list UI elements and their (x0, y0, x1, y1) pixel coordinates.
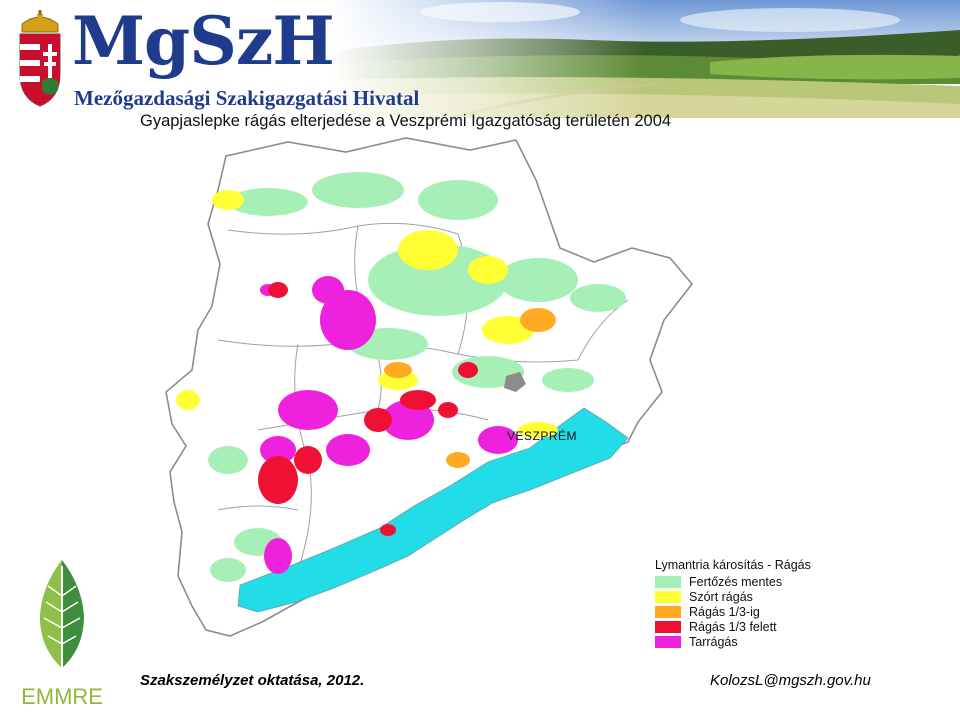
light-damage-areas (268, 308, 556, 476)
legend-swatch (655, 620, 681, 633)
legend-item-infection-free: Fertőzés mentes (655, 574, 835, 589)
legend-item-scattered: Szórt rágás (655, 589, 835, 604)
legend-label: Fertőzés mentes (689, 574, 783, 589)
legend-label: Szórt rágás (689, 589, 753, 604)
header: MgSzH Mezőgazdasági Szakigazgatási Hivat… (0, 0, 960, 118)
legend-swatch (655, 590, 681, 603)
veszprem-city-shape (504, 372, 526, 392)
legend: Lymantria károsítás - Rágás Fertőzés men… (655, 558, 835, 649)
lake-balaton (237, 407, 629, 613)
damage-map (165, 137, 694, 637)
legend-title: Lymantria károsítás - Rágás (655, 558, 811, 572)
landscape-banner-image (330, 0, 960, 118)
legend-swatch (655, 635, 681, 648)
legend-item-over-third: Rágás 1/3 felett (655, 619, 835, 634)
agency-logo-text: MgSzH (72, 2, 335, 80)
legend-label: Rágás 1/3 felett (689, 619, 777, 634)
footer-course-title: Szakszemélyzet oktatása, 2012. (140, 672, 365, 689)
heavy-damage-areas (258, 282, 478, 536)
legend-swatch (655, 605, 681, 618)
legend-item-up-to-third: Rágás 1/3-ig (655, 604, 835, 619)
total-defoliation-areas (260, 276, 518, 574)
footer-email: KolozsL@mgszh.gov.hu (710, 672, 871, 689)
legend-label: Rágás 1/3-ig (689, 604, 760, 619)
emmre-leaf-logo-icon: EMMRE (22, 560, 102, 708)
agency-name: Mezőgazdasági Szakigazgatási Hivatal (74, 86, 420, 110)
hungarian-coat-of-arms-icon (19, 10, 61, 107)
legend-label: Tarrágás (689, 634, 738, 649)
legend-item-total: Tarrágás (655, 634, 835, 649)
emmre-logo-text: EMMRE (22, 684, 102, 708)
map-title: Gyapjaslepke rágás elterjedése a Veszpré… (140, 112, 672, 130)
city-label-veszprem: VESZPRÉM (507, 429, 578, 443)
legend-swatch (655, 575, 681, 588)
